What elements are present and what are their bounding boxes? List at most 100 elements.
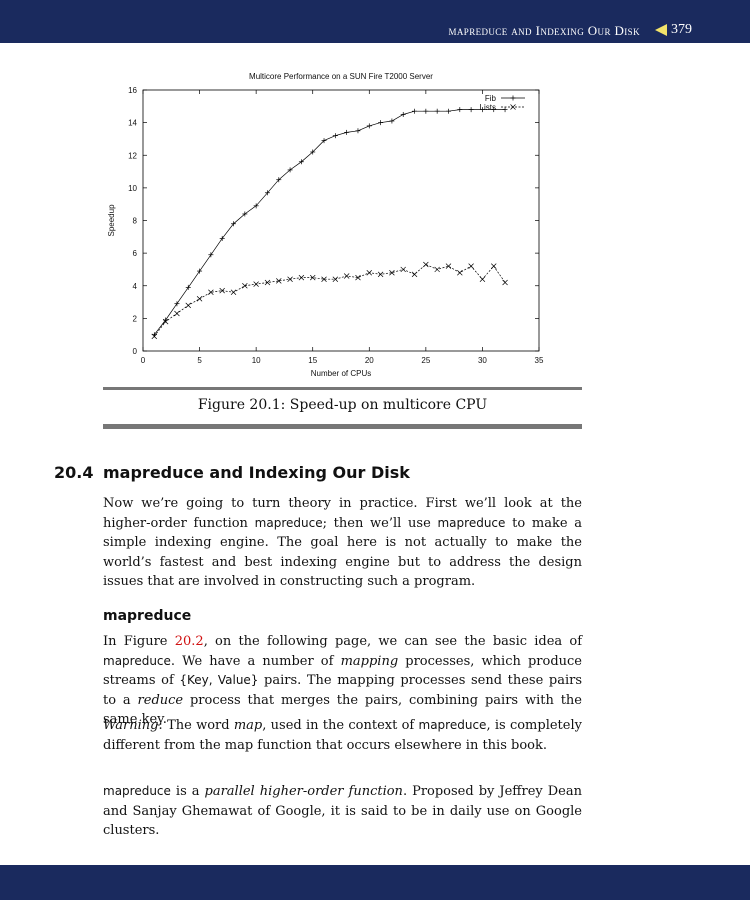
text-run: In Figure	[103, 634, 175, 649]
data-point-lists	[457, 269, 463, 276]
text-run: to make a simple indexing engine. The go…	[103, 515, 582, 590]
data-point-lists	[253, 281, 259, 287]
x-tick-label: 20	[365, 356, 374, 365]
caption-rule-top	[103, 387, 582, 390]
page-number: 379	[671, 22, 692, 37]
emphasis: Warning	[103, 718, 159, 733]
data-point-lists	[230, 289, 237, 296]
data-point-lists	[400, 266, 406, 273]
x-tick-label: 10	[252, 356, 261, 365]
code-term: mapreduce	[437, 515, 506, 530]
data-point-lists	[479, 276, 486, 282]
x-tick-label: 25	[421, 356, 430, 365]
x-tick-label: 15	[308, 356, 317, 365]
y-tick-label: 0	[133, 347, 138, 356]
paragraph-definition: mapreduce is a parallel higher-order fun…	[103, 782, 582, 841]
data-point-lists	[151, 333, 158, 340]
series-line-lists	[154, 264, 506, 337]
section-number: 20.4	[54, 463, 94, 482]
text-run: : The word	[158, 718, 234, 733]
data-point-lists	[423, 261, 429, 268]
running-title: mapreduce and Indexing Our Disk	[448, 23, 640, 38]
data-point-lists	[411, 271, 418, 278]
emphasis: mapping	[340, 653, 399, 669]
paragraph-warning: Warning: The word map, used in the conte…	[103, 716, 582, 755]
y-tick-label: 4	[133, 282, 138, 291]
data-point-lists	[162, 318, 169, 325]
data-point-lists	[366, 269, 373, 276]
text-run: pairs. The mapping processes send these …	[103, 673, 583, 708]
text-run: , on the following page, we can see the …	[203, 634, 582, 649]
y-tick-label: 12	[128, 151, 137, 160]
data-point-lists	[174, 310, 180, 317]
y-tick-label: 16	[128, 86, 137, 95]
section-heading: 20.4 mapreduce and Indexing Our Disk	[54, 463, 410, 482]
section-title: mapreduce and Indexing Our Disk	[103, 463, 410, 482]
emphasis: parallel higher-order function	[204, 784, 403, 799]
data-point-lists	[219, 287, 225, 294]
plot-frame	[142, 89, 540, 352]
series-line-fib	[154, 109, 506, 335]
data-point-lists	[264, 279, 271, 286]
legend-label: Lists	[480, 103, 496, 112]
text-run: is a	[170, 784, 205, 799]
caption-rule-bottom	[103, 424, 582, 429]
data-point-lists	[377, 271, 384, 278]
text-run: Now we’re going to turn theory in practi…	[103, 496, 582, 531]
data-point-lists	[309, 274, 316, 281]
data-point-lists	[242, 283, 248, 289]
y-tick-label: 6	[133, 249, 138, 258]
x-axis-label: Number of CPUs	[311, 369, 371, 378]
y-tick-label: 2	[133, 314, 138, 323]
data-point-lists	[196, 296, 203, 302]
data-point-lists	[434, 266, 440, 273]
data-point-lists	[332, 276, 339, 282]
text-run: . We have a number of	[170, 653, 341, 669]
y-axis-label: Speedup	[107, 204, 116, 237]
x-tick-label: 30	[478, 356, 487, 365]
header-bar: mapreduce and Indexing Our Disk 379	[0, 0, 750, 43]
chart-title: Multicore Performance on a SUN Fire T200…	[249, 72, 433, 81]
figure-caption: Figure 20.1: Speed-up on multicore CPU	[197, 397, 488, 413]
paragraph-mapreduce: In Figure 20.2, on the following page, w…	[103, 632, 582, 730]
y-tick-label: 14	[128, 119, 137, 128]
data-point-lists	[355, 274, 361, 281]
legend-marker	[510, 104, 516, 110]
code-term: mapreduce	[254, 515, 323, 530]
data-point-lists	[389, 269, 395, 276]
prev-arrow-icon[interactable]	[655, 24, 667, 36]
text-run: ; then we’ll use	[322, 515, 438, 531]
emphasis: map	[233, 718, 263, 733]
text-run: process that merges the pairs, combining…	[103, 692, 582, 728]
figure-ref-link[interactable]: 20.2	[174, 634, 204, 649]
x-tick-label: 35	[535, 356, 544, 365]
code-term: mapreduce	[103, 653, 171, 668]
data-point-lists	[490, 263, 497, 269]
data-point-lists	[276, 278, 282, 284]
data-point-lists	[502, 279, 508, 286]
x-tick-label: 5	[197, 356, 202, 365]
data-point-lists	[468, 263, 474, 269]
code-term: mapreduce	[103, 784, 171, 798]
footer-bar	[0, 865, 750, 900]
data-point-lists	[298, 274, 305, 281]
paragraph-intro: Now we’re going to turn theory in practi…	[103, 494, 582, 592]
legend-label: Fib	[485, 94, 497, 103]
code-term: {Key, Value}	[179, 673, 259, 687]
data-point-lists	[343, 273, 350, 279]
data-point-lists	[321, 276, 327, 282]
x-tick-label: 0	[141, 356, 146, 365]
text-run: processes, which produce streams of	[103, 653, 582, 689]
data-point-lists	[208, 289, 214, 296]
speedup-chart: 0 5 10 15 20 25 30 35 0 2 4 6 8 10 12 14 16 Multicore Per…	[100, 62, 560, 387]
y-tick-label: 10	[128, 184, 137, 193]
code-term: mapreduce	[418, 718, 487, 732]
subsection-heading: mapreduce	[103, 608, 192, 624]
data-point-lists	[445, 263, 452, 269]
text-run: , used in the context of	[262, 718, 419, 733]
data-point-lists	[185, 302, 192, 309]
emphasis: reduce	[137, 692, 184, 708]
chart-svg: 0 5 10 15 20 25 30 35 0 2 4 6 8 10 12 14 16 Multicore Per…	[107, 72, 544, 378]
text-run: . Proposed by Jeffrey Dean and Sanjay Gh…	[103, 784, 582, 838]
text-run: , is completely different from the map f…	[103, 718, 582, 753]
